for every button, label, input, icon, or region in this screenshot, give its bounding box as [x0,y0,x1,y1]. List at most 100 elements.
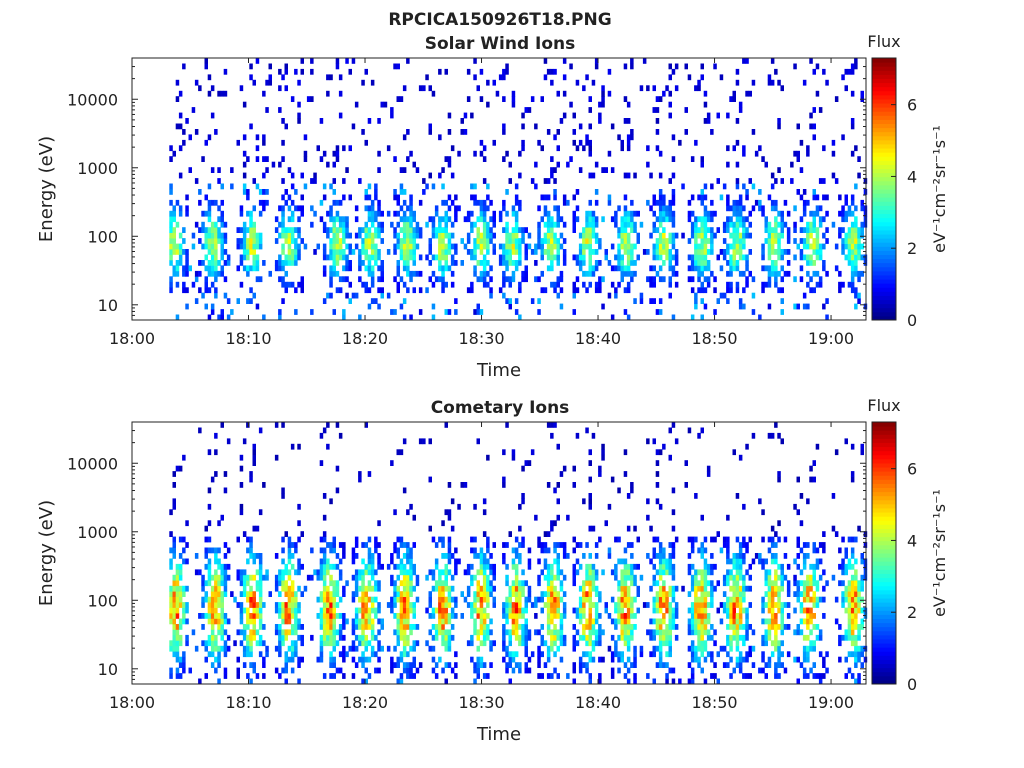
heatmap-cell [649,618,653,625]
heatmap-cell [466,591,471,597]
heatmap-cell [470,536,474,543]
heatmap-cell [521,276,525,283]
heatmap-cell [758,314,762,321]
heatmap-cell [508,651,512,658]
heatmap-cell [498,216,503,223]
panel-cometary: Cometary Ions 18:00 18:10 18:20 18:30 18:40 1… [36,396,949,745]
heatmap-cell [172,205,176,212]
heatmap-cell [668,558,672,565]
heatmap-cell [774,221,778,228]
heatmap-cell [668,178,672,184]
heatmap-cell [742,150,746,157]
heatmap-cell [191,281,196,288]
heatmap-cell [300,640,304,647]
heatmap-cell [742,542,746,548]
heatmap-cell [738,547,743,554]
heatmap-cell [258,602,263,608]
heatmap-cell [815,63,820,70]
heatmap-cell [332,249,336,255]
heatmap-cell [409,205,413,212]
heatmap-cell [658,651,663,658]
heatmap-cell [207,238,212,244]
heatmap-cell [175,585,180,592]
colorbar-segment [872,131,896,137]
heatmap-cell [412,607,416,614]
heatmap-cell [281,569,285,576]
heatmap-cell [514,607,519,614]
heatmap-cell [402,221,407,228]
heatmap-cell [338,624,343,630]
heatmap-cell [246,265,250,272]
heatmap-cell [386,210,391,217]
heatmap-cell [447,265,452,272]
heatmap-cell [201,260,205,266]
heatmap-cell [335,260,340,266]
heatmap-cell [258,276,263,283]
heatmap-cell [402,281,407,288]
heatmap-cell [594,542,599,548]
heatmap-cell [406,249,410,255]
heatmap-cell [505,602,509,608]
heatmap-cell [502,260,506,266]
heatmap-cell [671,678,676,685]
heatmap-cell [850,281,855,288]
heatmap-cell [450,574,455,581]
heatmap-cell [742,585,746,592]
heatmap-cell [815,634,820,641]
heatmap-cell [409,216,413,223]
heatmap-cell [377,629,381,636]
heatmap-cell [281,216,285,223]
heatmap-cell [742,232,746,239]
heatmap-cell [322,558,327,565]
heatmap-cell [278,574,282,581]
heatmap-cell [406,216,410,223]
heatmap-cell [623,673,628,679]
heatmap-cell [700,542,704,548]
heatmap-cell [665,678,669,685]
heatmap-cell [562,542,567,548]
heatmap-cell [623,580,628,587]
heatmap-cell [335,270,340,277]
heatmap-cell [729,624,733,630]
heatmap-cell [169,613,173,619]
heatmap-cell [802,651,807,658]
heatmap-cell [726,624,730,630]
heatmap-cell [441,629,445,636]
heatmap-cell [169,183,173,190]
heatmap-cell [722,221,727,228]
heatmap-cell [242,238,247,244]
heatmap-cell [287,260,292,266]
heatmap-cell [575,569,580,576]
heatmap-cell [441,243,445,250]
heatmap-cell [601,216,605,223]
heatmap-cell [854,618,858,625]
heatmap-cell [178,656,183,663]
heatmap-cell [514,634,519,641]
heatmap-cell [380,101,384,108]
heatmap-cell [402,216,407,223]
heatmap-cell [735,243,740,250]
heatmap-cell [850,221,855,228]
heatmap-cell [694,249,698,255]
heatmap-cell [783,249,788,255]
heatmap-cell [767,281,772,288]
heatmap-cell [402,438,407,445]
heatmap-cell [354,580,359,587]
heatmap-cell [236,227,240,233]
heatmap-cell [409,607,413,614]
heatmap-cell [626,493,631,499]
heatmap-cell [287,596,292,603]
heatmap-cell [550,673,554,679]
heatmap-cell [201,580,205,587]
heatmap-cell [674,260,679,266]
colorbar-segment [872,90,896,96]
heatmap-cell [780,178,784,184]
heatmap-cell [482,227,487,233]
heatmap-cell [524,243,528,250]
heatmap-cell [802,243,807,250]
heatmap-cell [860,243,864,250]
heatmap-cell [284,85,288,92]
heatmap-cell [722,574,727,581]
heatmap-cell [578,139,583,146]
heatmap-cell [518,585,522,592]
